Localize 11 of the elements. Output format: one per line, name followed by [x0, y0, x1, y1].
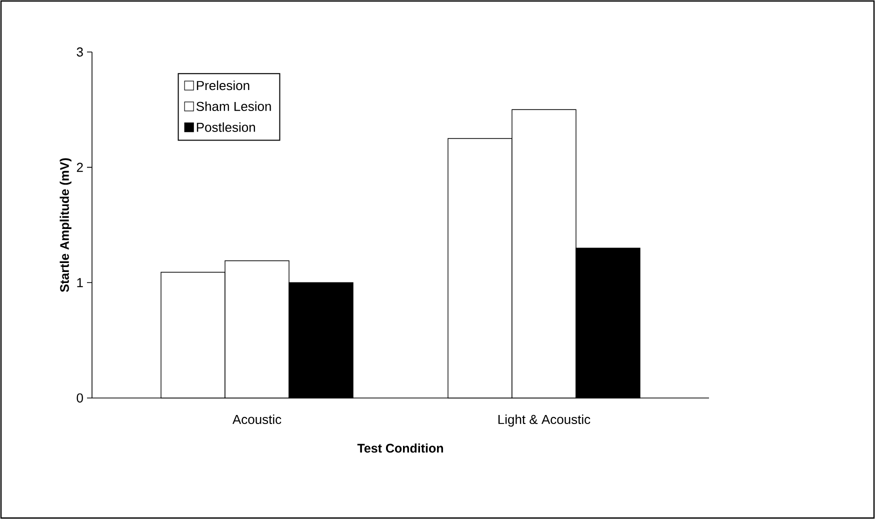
legend-label: Prelesion	[196, 80, 250, 90]
y-tick-label: 1	[77, 278, 83, 288]
legend-label: Postlesion	[196, 122, 255, 132]
legend-label: Sham Lesion	[196, 101, 271, 112]
y-tick-label: 0	[76, 393, 83, 403]
y-tick-label: 2	[76, 162, 83, 172]
y-tick-label: 3	[76, 47, 83, 57]
x-tick-label: Light & Acoustic	[498, 414, 590, 427]
y-axis-title: Startle Amplitude (mV)	[60, 158, 72, 292]
x-tick-label: Acoustic	[232, 414, 282, 424]
x-axis-title: Test Condition	[357, 443, 444, 453]
